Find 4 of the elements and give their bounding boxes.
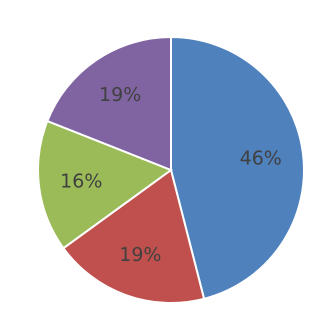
data-label: 46% [240, 148, 282, 170]
data-label: 19% [119, 244, 162, 266]
data-label: 16% [60, 170, 102, 192]
data-label: 19% [99, 84, 142, 106]
